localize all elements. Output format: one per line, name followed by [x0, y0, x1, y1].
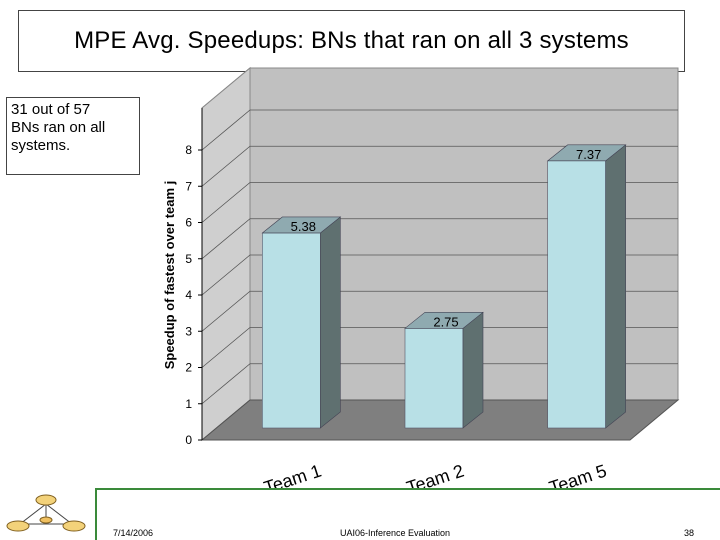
y-tick-label: 7	[185, 179, 192, 193]
footer-date: 7/14/2006	[113, 528, 154, 538]
x-category-label: Team 1	[261, 461, 323, 490]
note-box: 31 out of 57 BNs ran on all systems.	[6, 97, 140, 175]
gridline	[201, 363, 678, 405]
y-tick-label: 5	[185, 252, 192, 266]
y-axis-label: Speedup of fastest over team j	[162, 181, 177, 370]
bar-chart: 0 1 2 3 4 5 6 7 8 Speedup of fastest over team j 5…	[162, 66, 680, 490]
gridline	[201, 145, 678, 187]
x-category-label: Team 2	[404, 461, 466, 490]
page-title: MPE Avg. Speedups: BNs that ran on all 3…	[74, 27, 629, 54]
y-tick-label: 6	[185, 216, 192, 230]
network-diagram-logo	[0, 488, 94, 540]
bar-top	[261, 216, 342, 234]
note-line-2: BNs ran on all	[11, 119, 106, 136]
bar-side	[462, 311, 484, 429]
x-category-label: Team 5	[547, 461, 609, 490]
gridline	[201, 218, 678, 260]
gridline	[201, 399, 678, 441]
gridline	[201, 254, 678, 296]
data-label: 7.37	[576, 147, 601, 162]
y-tick-label: 0	[185, 433, 192, 447]
y-tick-label: 8	[185, 143, 192, 157]
bar-top	[546, 144, 627, 162]
bar-front	[262, 232, 321, 429]
bar-front	[404, 328, 464, 429]
bar-side	[605, 144, 626, 429]
bar-front	[547, 160, 606, 429]
y-tick-label: 1	[185, 397, 192, 411]
y-tick-label: 2	[185, 361, 192, 375]
footer-center-text: UAI06-Inference Evaluation	[340, 528, 451, 538]
data-label: 5.38	[291, 219, 316, 234]
data-label: 2.75	[433, 314, 458, 329]
footer-rule	[96, 488, 720, 490]
bar-side	[320, 216, 341, 429]
gridline	[201, 327, 678, 368]
footer-page-number: 38	[684, 528, 695, 538]
y-tick-label: 4	[185, 288, 192, 302]
bar-top	[404, 312, 484, 329]
gridline	[201, 109, 678, 151]
note-line-3: systems.	[11, 137, 71, 154]
note-line-1: 31 out of 57	[11, 101, 91, 118]
gridline	[201, 182, 678, 223]
footer-rule-vertical	[95, 488, 97, 540]
gridline	[201, 290, 678, 332]
y-tick-label: 3	[185, 324, 192, 338]
